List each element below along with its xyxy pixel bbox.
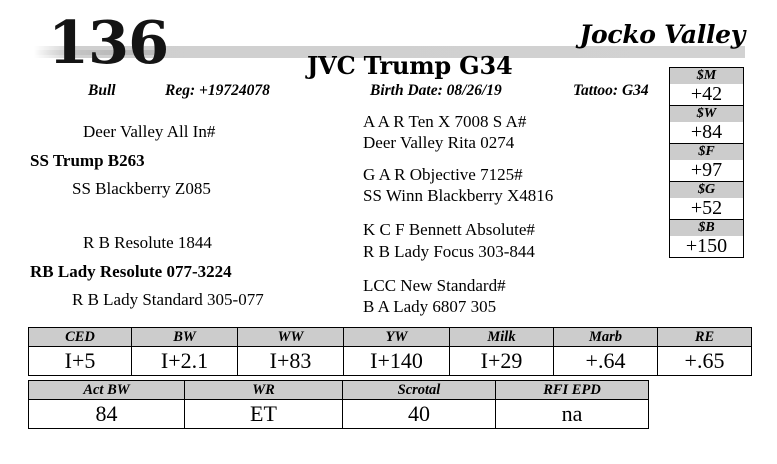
animal-name: JVC Trump G34 <box>307 51 513 80</box>
dollar-index-value-w: +84 <box>670 122 743 143</box>
pedigree-dam: RB Lady Resolute 077-3224 <box>30 262 232 281</box>
performance-table: Act BW WR Scrotal RFI EPD 84 ET 40 na <box>28 380 649 429</box>
tattoo: Tattoo: G34 <box>573 82 649 99</box>
dollar-index-label-f: $F <box>670 143 743 160</box>
pedigree-gp-sire-dam-dam: SS Winn Blackberry X4816 <box>363 186 554 205</box>
epd-header-row: CED BW WW YW Milk Marb RE <box>28 327 752 347</box>
birth-date: Birth Date: 08/26/19 <box>370 82 502 99</box>
column-header-marb: Marb <box>553 327 658 347</box>
pedigree-gp-dam-sire-sire: K C F Bennett Absolute# <box>363 220 535 239</box>
column-header-ww: WW <box>237 327 344 347</box>
header-swoosh-tail <box>34 50 154 55</box>
pedigree-sire-dam: SS Blackberry Z085 <box>72 179 211 198</box>
pedigree-gp-sire-sire-sire: A A R Ten X 7008 S A# <box>363 112 527 131</box>
ranch-name: Jocko Valley <box>579 20 745 49</box>
column-header-wr: WR <box>184 380 343 400</box>
dollar-index-label-g: $G <box>670 181 743 198</box>
epd-value-row: I+5 I+2.1 I+83 I+140 I+29 +.64 +.65 <box>28 346 752 376</box>
dollar-index-value-m: +42 <box>670 84 743 105</box>
column-header-ced: CED <box>28 327 132 347</box>
dollar-index-label-m: $M <box>670 68 743 84</box>
pedigree-gp-dam-sire-dam: R B Lady Focus 303-844 <box>363 242 535 261</box>
pedigree-gp-sire-sire-dam: Deer Valley Rita 0274 <box>363 133 515 152</box>
column-value-yw: I+140 <box>343 346 450 376</box>
epd-table: CED BW WW YW Milk Marb RE I+5 I+2.1 I+83 I+140 I+2… <box>28 327 752 376</box>
dollar-index-box: $M +42 $W +84 $F +97 $G +52 $B +150 <box>669 67 744 258</box>
pedigree-dam-sire: R B Resolute 1844 <box>83 233 212 252</box>
column-header-act-bw: Act BW <box>28 380 185 400</box>
column-header-bw: BW <box>131 327 238 347</box>
column-value-re: +.65 <box>657 346 752 376</box>
pedigree-gp-dam-dam-sire: LCC New Standard# <box>363 276 506 295</box>
column-value-rfi-epd: na <box>495 399 649 429</box>
column-value-scrotal: 40 <box>342 399 496 429</box>
performance-value-row: 84 ET 40 na <box>28 399 649 429</box>
column-header-re: RE <box>657 327 752 347</box>
column-value-marb: +.64 <box>553 346 658 376</box>
pedigree-dam-dam: R B Lady Standard 305-077 <box>72 290 264 309</box>
dollar-index-label-b: $B <box>670 219 743 236</box>
pedigree-sire-sire: Deer Valley All In# <box>83 122 216 141</box>
header-swoosh-bar <box>34 46 745 58</box>
column-value-milk: I+29 <box>449 346 554 376</box>
pedigree-gp-dam-dam-dam: B A Lady 6807 305 <box>363 297 497 316</box>
column-value-ww: I+83 <box>237 346 344 376</box>
dollar-index-value-g: +52 <box>670 198 743 219</box>
pedigree-gp-sire-dam-sire: G A R Objective 7125# <box>363 165 523 184</box>
dollar-index-value-f: +97 <box>670 160 743 181</box>
column-header-yw: YW <box>343 327 450 347</box>
column-header-rfi-epd: RFI EPD <box>495 380 649 400</box>
registration-number: Reg: +19724078 <box>165 82 270 99</box>
column-header-milk: Milk <box>449 327 554 347</box>
column-value-wr: ET <box>184 399 343 429</box>
dollar-index-value-b: +150 <box>670 236 743 257</box>
animal-sex: Bull <box>88 82 116 99</box>
pedigree-sire: SS Trump B263 <box>30 151 145 170</box>
column-value-act-bw: 84 <box>28 399 185 429</box>
column-value-ced: I+5 <box>28 346 132 376</box>
performance-header-row: Act BW WR Scrotal RFI EPD <box>28 380 649 400</box>
dollar-index-label-w: $W <box>670 105 743 122</box>
column-value-bw: I+2.1 <box>131 346 238 376</box>
lot-number: 136 <box>48 8 169 77</box>
column-header-scrotal: Scrotal <box>342 380 496 400</box>
